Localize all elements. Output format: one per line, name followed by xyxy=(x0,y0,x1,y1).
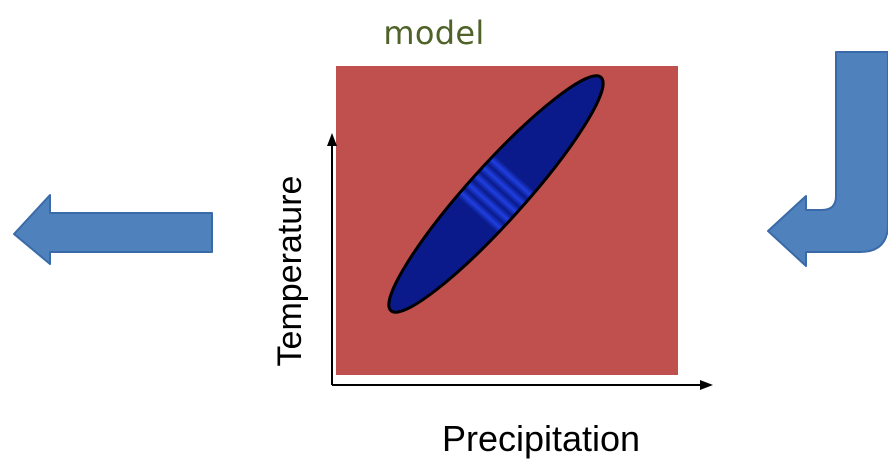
bent-arrow-down-left-icon xyxy=(767,51,888,267)
x-axis-label: Precipitation xyxy=(442,418,640,459)
y-axis-label: Temperature xyxy=(271,176,309,367)
left-arrow-icon xyxy=(13,194,213,265)
correlation-ellipse xyxy=(387,74,605,314)
y-axis-arrowhead xyxy=(327,133,337,146)
x-axis-arrowhead xyxy=(700,380,713,390)
